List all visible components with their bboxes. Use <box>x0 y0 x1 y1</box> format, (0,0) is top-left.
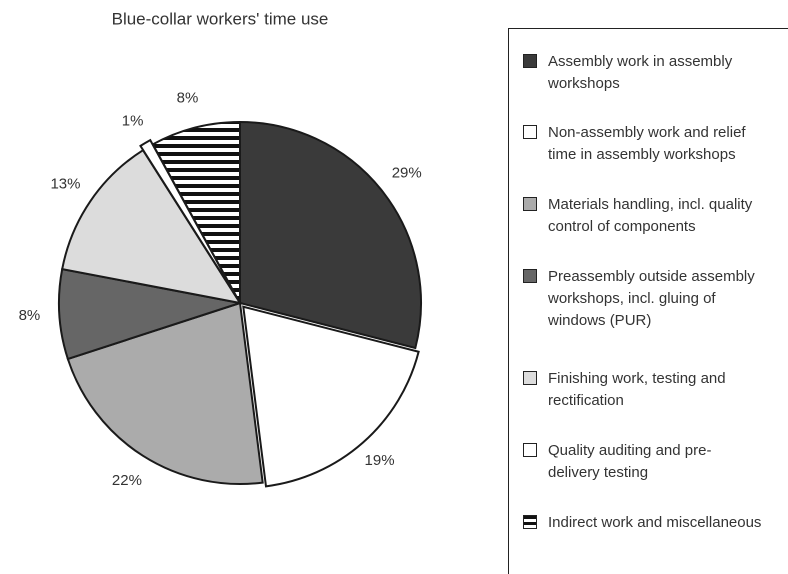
legend-label: Quality auditing and pre-delivery testin… <box>548 442 712 481</box>
legend-swatch <box>523 125 537 139</box>
pie-slice <box>139 138 239 300</box>
data-label: 29% <box>392 165 422 182</box>
pie-slice <box>61 148 243 305</box>
legend-item: Quality auditing and pre-delivery testin… <box>523 440 763 484</box>
pie-slice <box>242 305 420 488</box>
pie-slice <box>151 120 241 304</box>
legend-swatch <box>523 371 537 385</box>
data-label: 19% <box>365 452 395 469</box>
legend-swatch <box>523 197 537 211</box>
legend-item: Finishing work, testing and rectificatio… <box>523 368 763 412</box>
legend-item: Indirect work and miscellaneous <box>523 512 763 534</box>
legend-item: Preassembly outside assembly workshops, … <box>523 266 763 332</box>
legend-label: Non-assembly work and relief time in ass… <box>548 124 746 163</box>
legend-swatch <box>523 515 537 529</box>
legend-swatch <box>523 269 537 283</box>
pie-slice <box>239 120 422 350</box>
legend-label: Finishing work, testing and rectificatio… <box>548 370 726 409</box>
legend-label: Indirect work and miscellaneous <box>548 514 762 531</box>
pie-slice <box>66 301 264 485</box>
legend-item: Materials handling, incl. quality contro… <box>523 194 763 238</box>
legend-item: Non-assembly work and relief time in ass… <box>523 122 763 166</box>
legend: Assembly work in assembly workshops Non-a… <box>508 28 788 574</box>
pie-slice <box>58 267 241 361</box>
legend-swatch <box>523 54 537 68</box>
data-label: 13% <box>50 175 80 192</box>
data-label: 22% <box>112 472 142 489</box>
legend-label: Preassembly outside assembly workshops, … <box>548 268 755 329</box>
legend-label: Materials handling, incl. quality contro… <box>548 196 753 235</box>
data-label: 8% <box>19 307 41 324</box>
data-label: 8% <box>177 90 199 107</box>
data-label: 1% <box>122 112 144 129</box>
legend-item: Assembly work in assembly workshops <box>523 51 763 95</box>
chart-title: Blue-collar workers' time use <box>112 9 329 28</box>
legend-swatch <box>523 443 537 457</box>
legend-label: Assembly work in assembly workshops <box>548 53 733 92</box>
